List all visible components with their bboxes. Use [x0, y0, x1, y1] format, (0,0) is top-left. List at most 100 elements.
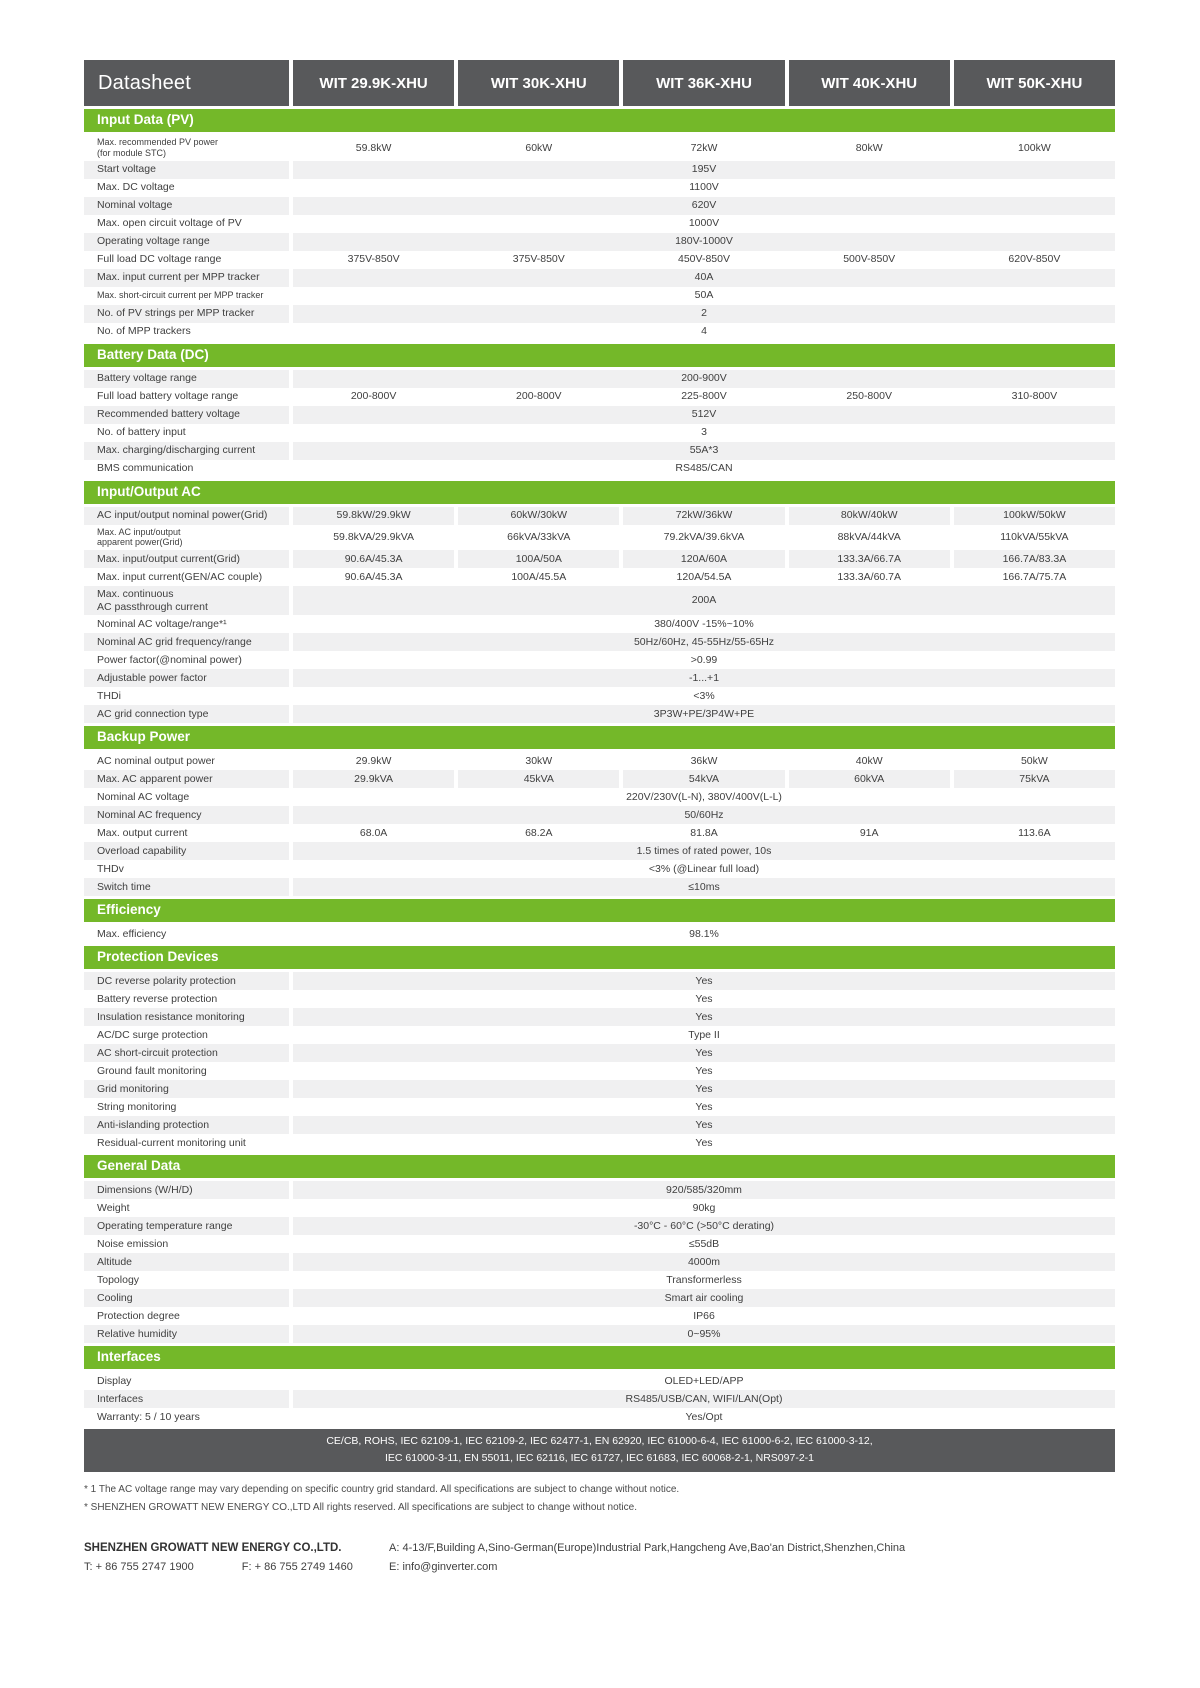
row-value: 1100V [293, 178, 1115, 197]
row-label: Anti-islanding protection [84, 1116, 289, 1135]
table-row: THDv <3% (@Linear full load) [84, 860, 1115, 879]
section-header-general-data: General Data [84, 1155, 1115, 1179]
row-value: 920/585/320mm [293, 1181, 1115, 1200]
row-label: Switch time [84, 878, 289, 897]
row-value: 68.2A [458, 824, 620, 843]
model-header-wit-36k-xhu: WIT 36K-XHU [623, 60, 785, 106]
table-row: Max. open circuit voltage of PV 1000V [84, 214, 1115, 233]
company-name: SHENZHEN GROWATT NEW ENERGY CO.,LTD. [84, 1542, 342, 1555]
row-value: Yes [293, 1044, 1115, 1063]
row-label: Operating temperature range [84, 1217, 289, 1236]
row-label: Insulation resistance monitoring [84, 1008, 289, 1027]
row-value: 60kW/30kW [458, 506, 620, 525]
row-label: AC input/output nominal power(Grid) [84, 506, 289, 525]
row-value: 90.6A/45.3A [293, 550, 455, 569]
section-header-input-output-ac: Input/Output AC [84, 480, 1115, 504]
table-row: Operating temperature range -30°C - 60°C … [84, 1217, 1115, 1236]
row-value: Yes [293, 990, 1115, 1009]
row-value: 113.6A [953, 824, 1115, 843]
row-value: Transformerless [293, 1271, 1115, 1290]
row-label: Max. input/output current(Grid) [84, 550, 289, 569]
row-label: Cooling [84, 1289, 289, 1308]
row-value: 200-800V [458, 387, 620, 406]
row-value: 1000V [293, 214, 1115, 233]
row-value: <3% [293, 687, 1115, 706]
row-value: 59.8kVA/29.9kVA [293, 524, 455, 551]
row-label: DC reverse polarity protection [84, 972, 289, 991]
row-value: 3 [293, 423, 1115, 442]
row-value: 310-800V [953, 387, 1115, 406]
row-value: 40A [293, 268, 1115, 287]
row-value: 40kW [788, 752, 950, 771]
row-label: Noise emission [84, 1235, 289, 1254]
row-value: 375V-850V [293, 250, 455, 269]
section-header-input-data-pv: Input Data (PV) [84, 109, 1115, 132]
row-label: Max. efficiency [84, 925, 289, 944]
table-row: Relative humidity 0~95% [84, 1325, 1115, 1344]
row-label: Max. AC apparent power [84, 770, 289, 789]
row-value: 200-800V [293, 387, 455, 406]
table-row: Power factor(@nominal power) >0.99 [84, 651, 1115, 670]
row-label: No. of battery input [84, 423, 289, 442]
row-value: Yes [293, 1062, 1115, 1081]
row-value: IP66 [293, 1307, 1115, 1326]
table-row: Full load battery voltage range 200-800V 2… [84, 387, 1115, 406]
table-row: String monitoring Yes [84, 1098, 1115, 1117]
model-header-wit-29-9k-xhu: WIT 29.9K-XHU [293, 60, 455, 106]
certifications-bar: CE/CB, ROHS, IEC 62109-1, IEC 62109-2, I… [84, 1429, 1115, 1473]
row-value: 4000m [293, 1253, 1115, 1272]
row-value: 0~95% [293, 1325, 1115, 1344]
row-value: 91A [788, 824, 950, 843]
table-row: Warranty: 5 / 10 years Yes/Opt [84, 1408, 1115, 1427]
table-row: Display OLED+LED/APP [84, 1372, 1115, 1391]
table-row: Grid monitoring Yes [84, 1080, 1115, 1099]
section-header-backup-power: Backup Power [84, 726, 1115, 750]
table-row: Max. input current per MPP tracker 40A [84, 268, 1115, 287]
table-row: AC/DC surge protection Type II [84, 1026, 1115, 1045]
row-value: 50/60Hz [293, 806, 1115, 825]
row-value: 80kW [788, 135, 950, 161]
table-row: Battery voltage range 200-900V [84, 369, 1115, 388]
table-header-row: Datasheet WIT 29.9K-XHU WIT 30K-XHU WIT 36… [84, 60, 1115, 106]
row-label: AC/DC surge protection [84, 1026, 289, 1045]
row-label: No. of PV strings per MPP tracker [84, 304, 289, 323]
table-row: Max. recommended PV power (for module ST… [84, 135, 1115, 161]
row-value: 30kW [458, 752, 620, 771]
section-title: Protection Devices [97, 949, 219, 965]
row-value: 75kVA [953, 770, 1115, 789]
table-row: Noise emission ≤55dB [84, 1235, 1115, 1254]
row-value: 29.9kVA [293, 770, 455, 789]
section-header-efficiency: Efficiency [84, 899, 1115, 923]
row-value: 50A [293, 286, 1115, 305]
row-label: Dimensions (W/H/D) [84, 1181, 289, 1200]
row-label: Operating voltage range [84, 232, 289, 251]
spec-table: Input Data (PV) Max. recommended PV power… [84, 109, 1115, 1427]
row-label: AC short-circuit protection [84, 1044, 289, 1063]
table-row: No. of MPP trackers 4 [84, 322, 1115, 341]
row-value: 29.9kW [293, 752, 455, 771]
model-header-wit-40k-xhu: WIT 40K-XHU [788, 60, 950, 106]
table-row: Full load DC voltage range 375V-850V 375V-… [84, 250, 1115, 269]
company-tel: T: + 86 755 2747 1900 [84, 1561, 194, 1574]
row-label: Max. recommended PV power (for module ST… [84, 135, 289, 161]
table-row: AC input/output nominal power(Grid) 59.8k… [84, 506, 1115, 525]
row-value: 100kW/50kW [953, 506, 1115, 525]
row-value: 133.3A/66.7A [788, 550, 950, 569]
table-row: Max. short-circuit current per MPP track… [84, 286, 1115, 305]
table-row: Nominal AC voltage 220V/230V(L-N), 380V/4… [84, 788, 1115, 807]
row-value: 50kW [953, 752, 1115, 771]
row-value: 79.2kVA/39.6kVA [623, 524, 785, 551]
table-row: Battery reverse protection Yes [84, 990, 1115, 1009]
section-title: Interfaces [97, 1349, 161, 1365]
row-label: Relative humidity [84, 1325, 289, 1344]
table-row: Max. AC input/output apparent power(Grid… [84, 524, 1115, 551]
row-label: Recommended battery voltage [84, 405, 289, 424]
row-value: 200A [293, 586, 1115, 616]
row-label: AC nominal output power [84, 752, 289, 771]
row-value: 380/400V -15%~10% [293, 615, 1115, 634]
table-row: Max. input current(GEN/AC couple) 90.6A/4… [84, 568, 1115, 587]
table-row: Dimensions (W/H/D) 920/585/320mm [84, 1181, 1115, 1200]
section-header-battery-data-dc: Battery Data (DC) [84, 343, 1115, 367]
table-row: Nominal voltage 620V [84, 196, 1115, 215]
row-label: Max. output current [84, 824, 289, 843]
